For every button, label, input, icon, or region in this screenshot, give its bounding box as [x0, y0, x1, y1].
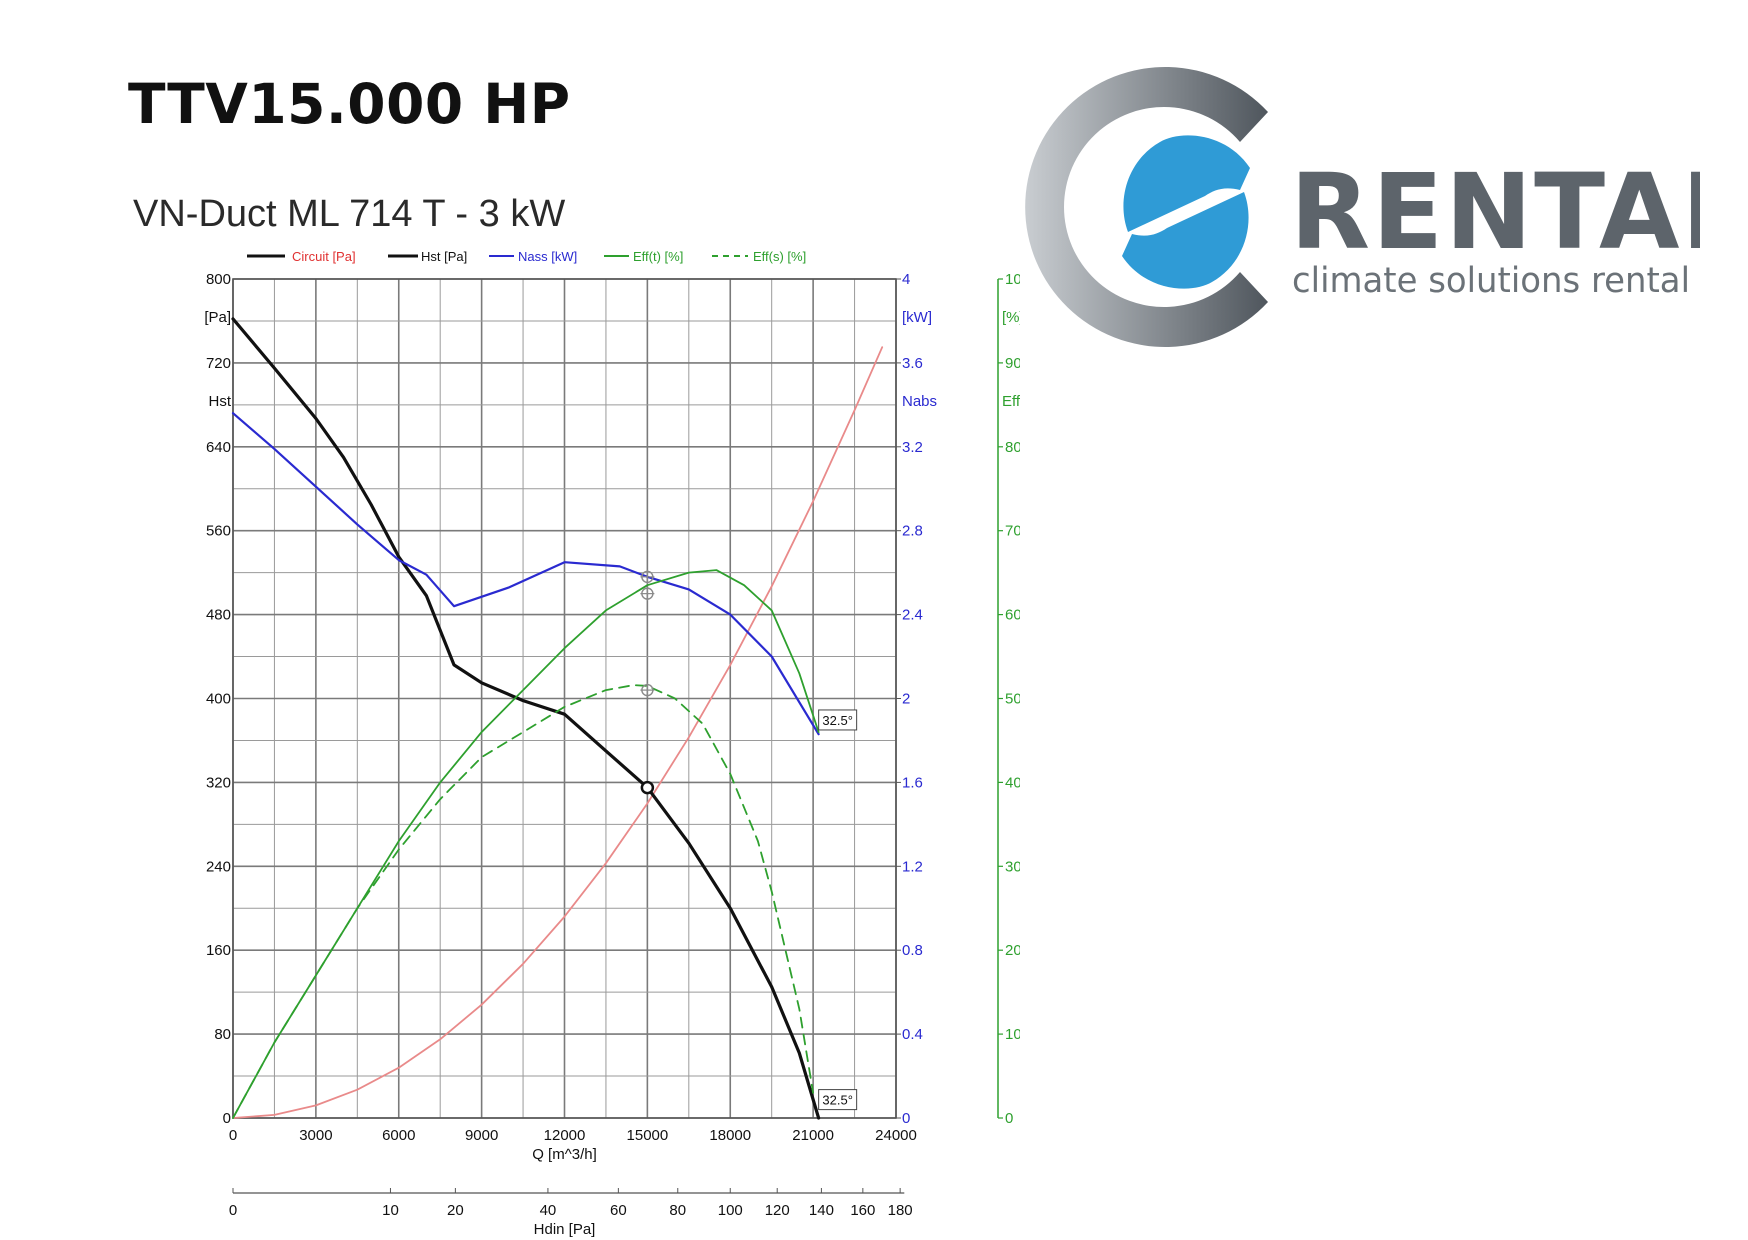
- x-tick-label: 3000: [299, 1127, 332, 1144]
- power-tick-label: 3.2: [902, 439, 923, 456]
- power-tick-label: 0.4: [902, 1026, 923, 1043]
- power-axis-unit: [kW]: [902, 309, 932, 326]
- hdin-tick-label: 10: [382, 1202, 399, 1219]
- eff-tick-label: 70: [1005, 523, 1020, 540]
- x-tick-label: 0: [229, 1127, 237, 1144]
- power-tick-label: 1.2: [902, 858, 923, 875]
- left-tick-label: 640: [206, 439, 231, 456]
- x-tick-label: 12000: [544, 1127, 586, 1144]
- eff-axis-name: Eff: [1002, 393, 1020, 410]
- power-tick-label: 2: [902, 691, 910, 708]
- hdin-tick-label: 120: [765, 1202, 790, 1219]
- left-tick-label: 800: [206, 271, 231, 288]
- power-tick-label: 2.8: [902, 523, 923, 540]
- power-axis-name: Nabs: [902, 393, 937, 410]
- hdin-tick-label: 40: [540, 1202, 557, 1219]
- series-hst-line: [231, 317, 821, 1120]
- hdin-tick-label: 180: [888, 1202, 913, 1219]
- hdin-tick-label: 60: [610, 1202, 627, 1219]
- series-eff_t-line: [232, 569, 820, 1119]
- left-tick-label: 480: [206, 607, 231, 624]
- left-tick-label: 240: [206, 858, 231, 875]
- hdin-tick-label: 80: [669, 1202, 686, 1219]
- power-tick-label: 4: [902, 271, 910, 288]
- left-axis-unit: [Pa]: [204, 309, 231, 326]
- operating-point-marker: [640, 780, 655, 795]
- company-logo: RENTAL climate solutions rental: [1025, 67, 1700, 348]
- eff-tick-label: 60: [1005, 607, 1020, 624]
- x-tick-label: 6000: [382, 1127, 415, 1144]
- x-tick-label: 21000: [792, 1127, 834, 1144]
- logo-wordmark: RENTAL: [1290, 151, 1700, 273]
- x-axis-label: Q [m^3/h]: [532, 1146, 597, 1163]
- eff-tick-label: 50: [1005, 691, 1020, 708]
- hdin-tick-label: 100: [718, 1202, 743, 1219]
- eff-tick-label: 80: [1005, 439, 1020, 456]
- page-subtitle: VN-Duct ML 714 T - 3 kW: [133, 193, 566, 235]
- series-circuit-line: [232, 346, 884, 1119]
- series-nass-line: [231, 412, 820, 736]
- x-tick-label: 24000: [875, 1127, 917, 1144]
- left-axis-name: Hst: [209, 393, 232, 410]
- page-title: TTV15.000 HP: [128, 72, 571, 136]
- x-tick-label: 15000: [627, 1127, 669, 1144]
- hdin-tick-label: 160: [850, 1202, 875, 1219]
- left-tick-label: 160: [206, 942, 231, 959]
- eff-tick-label: 20: [1005, 942, 1020, 959]
- left-tick-label: 320: [206, 774, 231, 791]
- left-tick-label: 400: [206, 691, 231, 708]
- eff-tick-label: 90: [1005, 355, 1020, 372]
- legend-label-hst: Hst [Pa]: [421, 249, 467, 264]
- chart-markers: 32.5° 32.5°: [640, 569, 858, 1111]
- blade-angle-label: 32.5°: [822, 713, 853, 728]
- hdin-tick-label: 0: [229, 1202, 237, 1219]
- left-tick-label: 80: [214, 1026, 231, 1043]
- legend-label-circuit: Circuit [Pa]: [292, 249, 356, 264]
- chart-axes: 0 3000 6000 9000 12000 15000 18000 21000 24000Q …: [204, 271, 1020, 1238]
- logo-ring-icon: [1025, 67, 1268, 348]
- left-tick-label: 0: [223, 1110, 231, 1127]
- left-tick-label: 560: [206, 523, 231, 540]
- chart-series: [231, 317, 884, 1120]
- logo-tagline: climate solutions rental: [1292, 261, 1690, 301]
- blade-angle-box: [818, 1089, 858, 1111]
- eff-axis-unit: [%]: [1002, 309, 1020, 326]
- fan-performance-chart: Circuit [Pa] Hst [Pa] Nass [kW] Eff(t) [%] E…: [204, 249, 1020, 1238]
- logo-s-mark-icon: [1122, 135, 1250, 289]
- series-eff_s-line: [232, 684, 814, 1119]
- power-tick-label: 2.4: [902, 607, 923, 624]
- hdin-tick-label: 20: [447, 1202, 464, 1219]
- blade-angle-box: [818, 709, 858, 731]
- power-tick-label: 0.8: [902, 942, 923, 959]
- eff-tick-label: 10: [1005, 1026, 1020, 1043]
- eff-tick-label: 100: [1005, 271, 1020, 288]
- chart-legend: Circuit [Pa] Hst [Pa] Nass [kW] Eff(t) [%] E…: [247, 249, 806, 264]
- eff-tick-label: 40: [1005, 774, 1020, 791]
- hdin-axis-label: Hdin [Pa]: [534, 1221, 596, 1238]
- legend-label-eff_t: Eff(t) [%]: [633, 249, 683, 264]
- x-tick-label: 9000: [465, 1127, 498, 1144]
- left-tick-label: 720: [206, 355, 231, 372]
- power-tick-label: 0: [902, 1110, 910, 1127]
- hdin-tick-label: 140: [809, 1202, 834, 1219]
- x-tick-label: 18000: [709, 1127, 751, 1144]
- blade-angle-label: 32.5°: [822, 1093, 853, 1108]
- legend-label-eff_s: Eff(s) [%]: [753, 249, 806, 264]
- power-tick-label: 1.6: [902, 774, 923, 791]
- eff-tick-label: 30: [1005, 858, 1020, 875]
- legend-label-nass: Nass [kW]: [518, 249, 577, 264]
- eff-tick-label: 0: [1005, 1110, 1013, 1127]
- power-tick-label: 3.6: [902, 355, 923, 372]
